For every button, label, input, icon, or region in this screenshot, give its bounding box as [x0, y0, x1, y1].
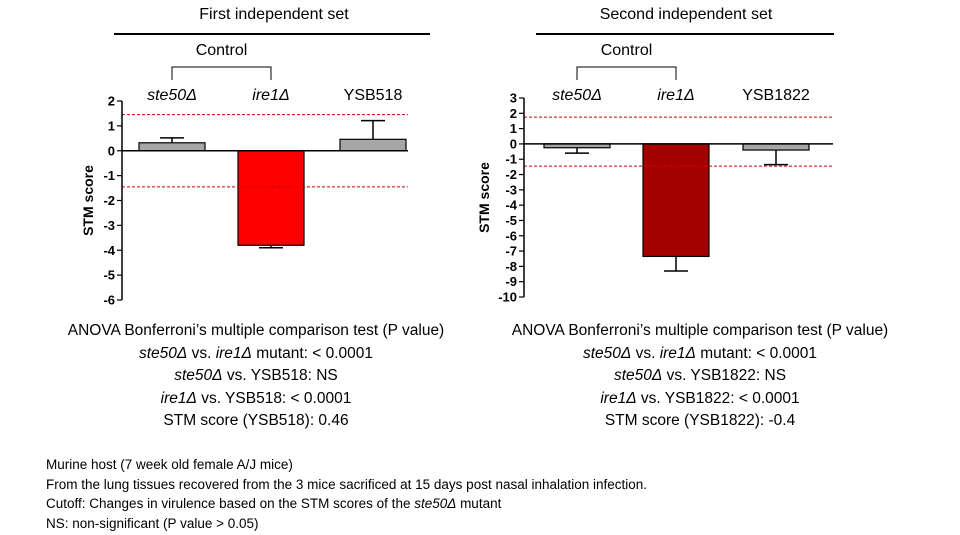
control-label: Control	[601, 42, 653, 59]
y-tick-label: 1	[108, 118, 115, 133]
stats-line-4: ire1Δ vs. YSB1822: < 0.0001	[600, 389, 800, 407]
category-label-2: ire1Δ	[252, 87, 289, 104]
y-tick-label: -9	[505, 274, 517, 289]
y-tick-label: 0	[510, 136, 517, 151]
panel2-title-rule	[536, 33, 834, 35]
y-tick-label: -4	[103, 243, 115, 258]
stats-line-1: ANOVA Bonferroni’s multiple comparison t…	[511, 322, 889, 339]
y-tick-label: -2	[103, 193, 115, 208]
y-tick-label: 1	[510, 121, 517, 136]
y-tick-label: -8	[505, 259, 517, 274]
category-label-1: ste50Δ	[147, 87, 197, 104]
panel2-title: Second independent set	[599, 6, 773, 23]
stats-line-2: ste50Δ vs. ire1Δ mutant: < 0.0001	[582, 344, 818, 362]
y-tick-label: 2	[510, 106, 517, 121]
panel2-stats: ANOVA Bonferroni’s multiple comparison t…	[450, 320, 950, 433]
bar-3	[339, 138, 407, 152]
y-tick-label: -2	[505, 167, 517, 182]
bar-1	[138, 142, 206, 152]
y-tick-label: -10	[498, 290, 517, 305]
y-tick-label: -1	[103, 168, 115, 183]
panel1-chart: Control ste50Δ ire1Δ YSB518 2 1 0 -1 -2 -3 -4 -5 -6 S…	[80, 42, 408, 308]
bar-2	[642, 143, 710, 258]
stats-line-2: ste50Δ vs. ire1Δ mutant: < 0.0001	[138, 344, 374, 362]
y-tick-label: -6	[505, 228, 517, 243]
footnote-tissues: From the lung tissues recovered from the…	[46, 476, 648, 492]
y-tick-label: -5	[103, 268, 115, 283]
category-label-1: ste50Δ	[552, 87, 602, 104]
stats-line-1: ANOVA Bonferroni’s multiple comparison t…	[67, 322, 445, 339]
bar-2	[237, 150, 305, 246]
y-tick-label: 2	[108, 94, 115, 109]
y-tick-label: -1	[505, 152, 517, 167]
control-bracket	[576, 66, 677, 80]
stats-line-5: STM score (YSB518): 0.46	[163, 412, 349, 429]
y-tick-label: -3	[505, 182, 517, 197]
panel1-title: First independent set	[199, 6, 349, 23]
category-label-2: ire1Δ	[657, 87, 694, 104]
y-tick-label: -4	[505, 198, 517, 213]
y-tick-label: 3	[510, 91, 517, 106]
y-axis-label: STM score	[80, 165, 96, 236]
panel1-stats: ANOVA Bonferroni’s multiple comparison t…	[6, 320, 506, 433]
y-tick-label: -5	[505, 213, 517, 228]
y-tick-label: 0	[108, 143, 115, 158]
footnote-cutoff: Cutoff: Changes in virulence based on th…	[46, 496, 502, 511]
footnote-host: Murine host (7 week old female A/J mice)	[46, 457, 293, 472]
footnote-ns: NS: non-significant (P value > 0.05)	[46, 515, 259, 531]
stats-line-5: STM score (YSB1822): -0.4	[604, 412, 796, 429]
stats-line-3: ste50Δ vs. YSB1822: NS	[613, 367, 787, 384]
panel1-title-rule	[114, 33, 430, 35]
stats-line-4: ire1Δ vs. YSB518: < 0.0001	[160, 389, 352, 407]
y-tick-label: -3	[103, 218, 115, 233]
category-label-3: YSB518	[344, 87, 403, 104]
footnotes: Murine host (7 week old female A/J mice)…	[46, 455, 647, 533]
y-axis-label: STM score	[476, 162, 492, 233]
control-label: Control	[196, 42, 248, 59]
control-bracket	[171, 66, 272, 80]
y-tick-label: -7	[505, 244, 517, 259]
bar-3	[742, 143, 810, 151]
category-label-3: YSB1822	[742, 87, 810, 104]
y-tick-label: -6	[103, 293, 115, 308]
stats-line-3: ste50Δ vs. YSB518: NS	[174, 367, 338, 384]
